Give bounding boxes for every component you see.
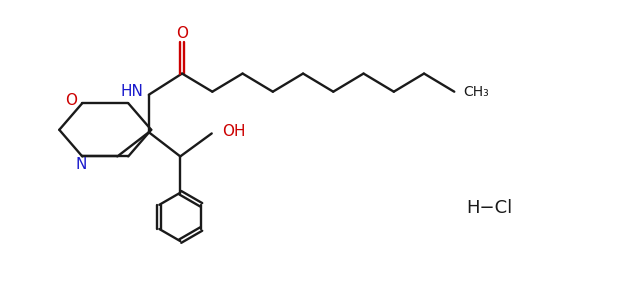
Text: HN: HN xyxy=(120,84,143,99)
Text: O: O xyxy=(65,93,77,108)
Text: H−Cl: H−Cl xyxy=(467,200,513,217)
Text: OH: OH xyxy=(223,124,246,139)
Text: O: O xyxy=(176,26,188,41)
Text: CH₃: CH₃ xyxy=(463,85,489,99)
Text: N: N xyxy=(76,157,88,172)
